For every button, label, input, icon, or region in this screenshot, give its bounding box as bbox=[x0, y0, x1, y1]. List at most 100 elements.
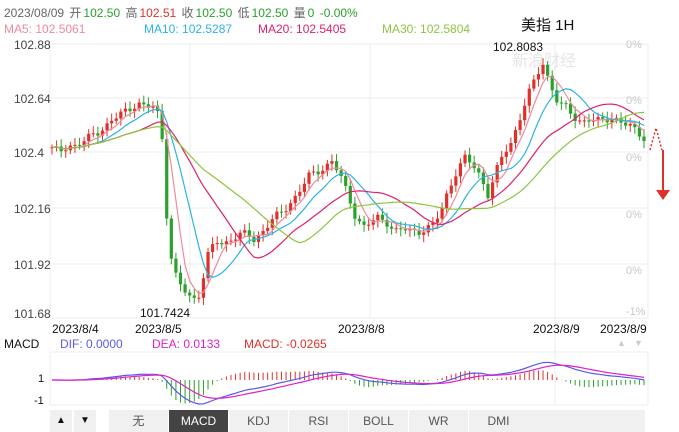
candle-body bbox=[527, 88, 531, 106]
macd-value: MACD: -0.0265 bbox=[244, 337, 327, 351]
price-axis-label: 102.16 bbox=[14, 202, 51, 216]
high-value: 102.51 bbox=[139, 6, 177, 20]
candle-body bbox=[289, 203, 293, 212]
candle-body bbox=[87, 133, 91, 142]
candle-body bbox=[50, 147, 54, 149]
candle-body bbox=[243, 230, 247, 233]
candle-body bbox=[523, 105, 527, 121]
candle-body bbox=[146, 104, 150, 108]
ma10-value: MA10: 102.5287 bbox=[144, 22, 233, 36]
candle-body bbox=[321, 170, 325, 175]
candle-body bbox=[376, 214, 380, 221]
open-label: 开 bbox=[69, 6, 82, 20]
ma5-line bbox=[51, 75, 645, 295]
ma30-line bbox=[51, 111, 645, 244]
candle-body bbox=[463, 154, 467, 164]
candle-body bbox=[555, 90, 559, 103]
candle-body bbox=[550, 75, 554, 91]
trend-arrow-icon bbox=[649, 125, 670, 200]
candle-body bbox=[518, 120, 522, 131]
candle-body bbox=[596, 117, 600, 121]
tab-boll[interactable]: BOLL bbox=[348, 410, 408, 432]
candle-body bbox=[206, 252, 210, 279]
candle-body bbox=[178, 272, 183, 285]
candle-body bbox=[325, 163, 329, 171]
candle-body bbox=[509, 143, 513, 152]
candle-body bbox=[610, 119, 614, 123]
tab-macd[interactable]: MACD bbox=[168, 410, 228, 432]
candle-body bbox=[137, 102, 141, 109]
candle-body bbox=[311, 171, 316, 173]
candle-body bbox=[486, 184, 490, 199]
candle-body bbox=[330, 161, 334, 164]
candle-body bbox=[279, 211, 284, 213]
prev-indicator-button[interactable]: ▲ bbox=[50, 410, 72, 432]
scroll-up-icon[interactable]: ▲ bbox=[617, 338, 626, 348]
watermark: 新浪财经 bbox=[512, 51, 576, 70]
candle-body bbox=[77, 144, 82, 146]
candle-body bbox=[637, 127, 642, 137]
candle-body bbox=[123, 108, 128, 112]
candle-body bbox=[468, 154, 472, 163]
price-axis-label: 102.88 bbox=[14, 38, 51, 52]
candle-body bbox=[536, 74, 541, 80]
candle-body bbox=[559, 102, 563, 104]
candle-body bbox=[105, 123, 109, 131]
tab-dmi[interactable]: DMI bbox=[468, 410, 528, 432]
tab-wr[interactable]: WR bbox=[408, 410, 468, 432]
candle-body bbox=[582, 120, 586, 122]
time-axis-label: 2023/8/9 bbox=[533, 322, 580, 336]
candle-body bbox=[495, 164, 499, 183]
volume-value: 0 bbox=[307, 6, 315, 20]
scroll-down-icon[interactable]: ▼ bbox=[634, 338, 643, 348]
candle-body bbox=[628, 124, 632, 126]
change-percent: -0.00% bbox=[319, 6, 358, 20]
candle-body bbox=[422, 232, 426, 235]
candle-body bbox=[587, 120, 591, 122]
percent-axis-label: 0% bbox=[626, 265, 642, 277]
candle-body bbox=[385, 219, 389, 227]
candle-body bbox=[403, 229, 407, 231]
candle-body bbox=[160, 110, 164, 140]
candle-body bbox=[110, 120, 114, 124]
ma-lines bbox=[51, 75, 645, 295]
candle-body bbox=[394, 228, 398, 230]
ma5-value: MA5: 102.5061 bbox=[4, 22, 86, 36]
candle-body bbox=[573, 113, 577, 121]
candle-body bbox=[229, 240, 233, 242]
volume-label: 量 bbox=[293, 6, 306, 20]
candle-body bbox=[284, 211, 288, 213]
candles bbox=[50, 58, 646, 306]
dea-value: DEA: 0.0133 bbox=[152, 337, 221, 351]
candle-body bbox=[426, 225, 430, 233]
tab-none[interactable]: 无 bbox=[108, 410, 168, 432]
next-indicator-button[interactable]: ▼ bbox=[74, 410, 96, 432]
tab-rsi[interactable]: RSI bbox=[288, 410, 348, 432]
candle-body bbox=[435, 218, 440, 223]
candle-body bbox=[247, 230, 251, 237]
ma30-value: MA30: 102.5804 bbox=[382, 22, 471, 36]
candle-body bbox=[490, 182, 495, 199]
candle-body bbox=[100, 130, 105, 136]
candle-body bbox=[188, 292, 192, 296]
macd-axis-top: 1 bbox=[38, 373, 45, 385]
candle-body bbox=[362, 221, 366, 225]
candle-body bbox=[624, 122, 628, 126]
dea-line bbox=[52, 364, 645, 399]
candle-body bbox=[155, 105, 160, 111]
close-value: 102.50 bbox=[195, 6, 233, 20]
candle-body bbox=[344, 175, 348, 186]
dif-value: DIF: 0.0000 bbox=[60, 337, 123, 351]
candle-body bbox=[458, 163, 463, 177]
percent-axis-label: 0% bbox=[626, 95, 642, 107]
candle-body bbox=[165, 139, 169, 219]
quote-date: 2023/08/09 bbox=[4, 6, 65, 20]
candle-body bbox=[431, 222, 435, 226]
candle-body bbox=[64, 150, 68, 152]
candle-body bbox=[275, 211, 279, 220]
candle-body bbox=[114, 118, 118, 121]
tab-kdj[interactable]: KDJ bbox=[228, 410, 288, 432]
candle-body bbox=[334, 161, 339, 171]
quote-info-bar: 2023/08/09 开 102.50 高 102.51 收 102.50 低 102.… bbox=[4, 6, 360, 20]
